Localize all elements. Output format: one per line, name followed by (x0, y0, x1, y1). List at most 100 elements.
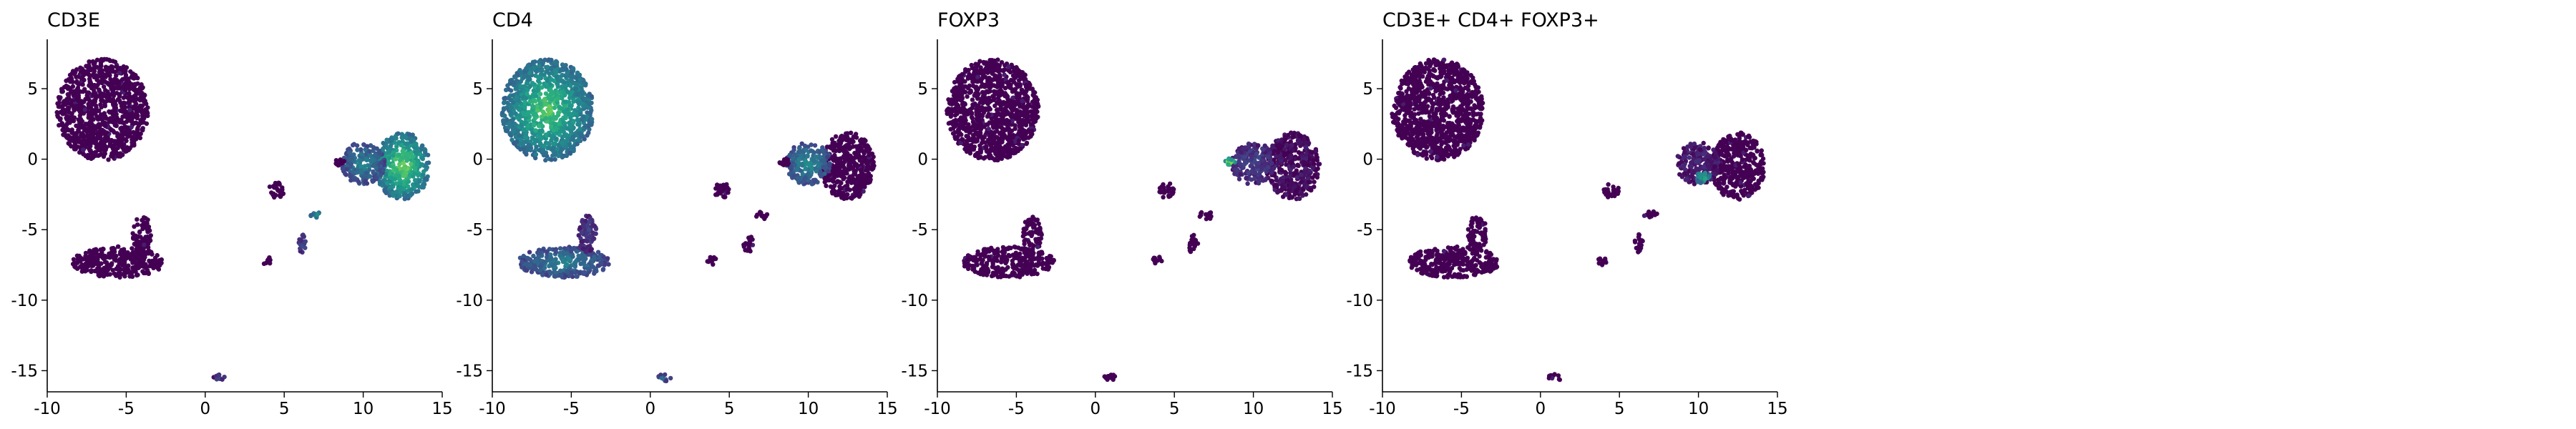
data-point (575, 117, 580, 122)
data-point (406, 179, 411, 184)
data-point (135, 217, 140, 222)
data-point (552, 116, 557, 121)
data-point (82, 107, 88, 112)
data-point (346, 146, 352, 152)
data-point (81, 152, 86, 157)
data-point (380, 168, 386, 173)
data-point (533, 128, 538, 133)
data-point (87, 127, 92, 132)
data-point (394, 189, 399, 194)
data-point (105, 137, 110, 142)
panel-title: FOXP3 (937, 9, 1000, 31)
x-tick-label: -10 (34, 400, 61, 418)
data-point (575, 92, 580, 97)
data-point (848, 130, 854, 135)
data-point (123, 76, 128, 81)
data-point (555, 82, 560, 87)
data-point (347, 150, 352, 155)
data-point (855, 146, 860, 151)
data-point (89, 67, 94, 72)
data-point (542, 57, 547, 62)
data-point (103, 72, 109, 78)
data-point (116, 138, 121, 143)
data-point (965, 94, 970, 99)
data-point (531, 88, 536, 94)
data-point (799, 153, 804, 158)
data-point (601, 255, 606, 260)
data-point (530, 99, 535, 104)
data-point (67, 142, 72, 147)
data-point (363, 179, 368, 185)
data-point (133, 131, 138, 136)
data-point (127, 274, 132, 279)
data-point (68, 90, 74, 95)
data-point (396, 140, 401, 146)
data-point (405, 184, 411, 189)
data-point (113, 257, 118, 262)
data-point (89, 269, 94, 275)
data-point (525, 91, 530, 97)
data-point (57, 117, 63, 122)
data-point (129, 124, 134, 129)
data-point (89, 114, 94, 119)
data-point (521, 75, 527, 80)
data-point (570, 134, 576, 139)
data-point (87, 59, 92, 64)
data-point (94, 269, 100, 275)
data-point (88, 110, 94, 115)
data-point (122, 261, 127, 266)
data-point (548, 252, 553, 257)
data-point (711, 257, 716, 262)
data-point (124, 138, 129, 144)
data-point (555, 96, 561, 101)
data-point (77, 150, 82, 155)
data-point (543, 157, 548, 163)
data-point (974, 84, 979, 89)
data-point (134, 87, 140, 93)
data-point (812, 143, 818, 148)
data-point (426, 160, 431, 165)
data-point (575, 70, 580, 76)
data-point (845, 192, 850, 197)
data-point (214, 377, 220, 382)
data-point (359, 152, 364, 157)
data-point (830, 191, 835, 196)
y-tick-label: 0 (27, 151, 38, 169)
data-point (542, 97, 547, 103)
data-point (592, 255, 597, 260)
data-point (413, 167, 418, 172)
data-point (70, 103, 75, 108)
data-point (139, 90, 145, 96)
data-point (521, 127, 526, 133)
data-point (137, 85, 142, 90)
data-point (131, 114, 136, 119)
data-point (55, 111, 61, 116)
data-point (91, 138, 96, 144)
data-point (91, 102, 96, 107)
data-point (500, 110, 505, 115)
data-point (577, 131, 582, 136)
data-point (522, 104, 527, 110)
data-point (531, 104, 536, 109)
data-point (1003, 106, 1008, 111)
data-point (514, 94, 519, 100)
data-point (141, 237, 146, 242)
data-point (532, 139, 538, 144)
data-point (104, 66, 109, 71)
data-point (585, 267, 590, 272)
data-point (561, 90, 566, 95)
data-point (556, 122, 561, 127)
data-point (790, 156, 796, 161)
y-tick-label: 5 (27, 80, 38, 99)
data-point (396, 131, 401, 136)
data-point (423, 176, 429, 181)
data-point (99, 98, 104, 103)
data-point (93, 149, 98, 154)
data-point (269, 190, 274, 195)
data-point (659, 375, 665, 380)
data-point (527, 262, 533, 267)
data-point (147, 236, 152, 241)
data-point (549, 57, 554, 63)
data-point (1008, 114, 1014, 119)
data-point (537, 75, 542, 80)
